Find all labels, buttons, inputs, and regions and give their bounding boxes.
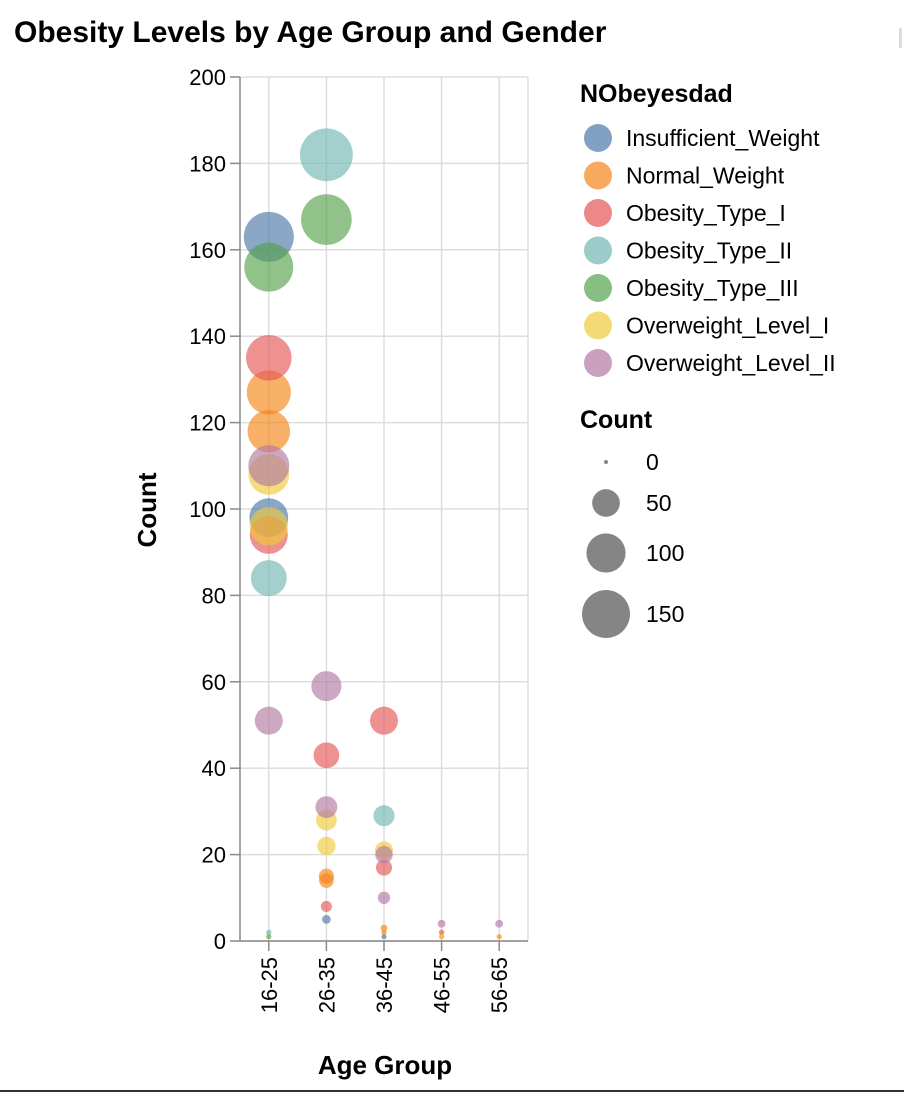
x-axis-title: Age Group (318, 1050, 452, 1080)
legend-swatch (584, 199, 612, 227)
legend-label: Obesity_Type_II (626, 238, 792, 264)
legend-label: Insufficient_Weight (626, 125, 820, 151)
legend-swatch (584, 124, 612, 152)
data-point (319, 873, 334, 888)
color-legend-title: NObeyesdad (580, 80, 733, 108)
legend-label: Obesity_Type_III (626, 275, 799, 301)
data-point (495, 919, 504, 928)
data-point (373, 805, 395, 827)
legend-label: Overweight_Level_II (626, 350, 836, 376)
y-tick-label: 180 (189, 151, 226, 176)
data-point (266, 934, 272, 940)
data-point (496, 934, 502, 940)
data-point (248, 445, 290, 487)
size-legend-label: 100 (646, 540, 684, 566)
data-point (311, 671, 342, 702)
data-point (299, 128, 353, 182)
data-point (247, 409, 291, 453)
data-point (320, 900, 332, 912)
x-tick-label: 36-45 (372, 957, 397, 1013)
data-point (438, 929, 445, 936)
y-tick-label: 40 (202, 756, 226, 781)
axes: 0 20 40 60 80 100 120 140 160 180 200 16-25 26-35 36-… (189, 65, 528, 1013)
legend-swatch (584, 161, 612, 190)
size-legend-label: 150 (646, 601, 684, 627)
legend-label: Normal_Weight (626, 163, 785, 189)
data-point (254, 706, 283, 735)
data-point (246, 370, 291, 415)
data-point (375, 845, 393, 864)
data-point (437, 919, 446, 928)
data-point (317, 836, 336, 856)
legend-swatch (584, 311, 612, 340)
size-legend-symbol (592, 489, 620, 517)
data-point (301, 194, 352, 245)
size-legend-symbol (604, 460, 608, 464)
size-legend-title: Count (580, 406, 653, 434)
y-tick-label: 80 (202, 583, 226, 608)
legend-swatch (584, 274, 612, 302)
legend-swatch (584, 349, 612, 377)
size-legend-label: 50 (646, 490, 672, 516)
y-tick-label: 140 (189, 324, 226, 349)
data-point (375, 859, 393, 876)
data-point (249, 507, 288, 546)
data-point (377, 891, 391, 904)
data-point (246, 335, 292, 381)
data-point (381, 929, 387, 936)
legend-swatch (584, 236, 612, 265)
data-points (243, 128, 504, 940)
size-legend-label: 0 (646, 449, 659, 475)
data-point (244, 242, 294, 292)
data-point (381, 934, 387, 940)
x-tick-label: 16-25 (257, 957, 282, 1013)
data-point (380, 924, 388, 932)
panel-edge (899, 28, 902, 48)
bottom-divider (0, 1090, 904, 1092)
x-tick-label: 56-65 (487, 957, 512, 1013)
size-legend-symbol (582, 590, 630, 638)
chart-title: Obesity Levels by Age Group and Gender (14, 16, 607, 49)
y-tick-label: 0 (214, 929, 226, 954)
y-tick-label: 20 (202, 843, 226, 868)
data-point (370, 706, 398, 735)
data-point (313, 742, 340, 769)
x-tick-label: 26-35 (314, 957, 339, 1013)
y-tick-label: 160 (189, 238, 226, 263)
data-point (266, 929, 272, 936)
size-legend-symbol (586, 533, 626, 573)
y-tick-label: 200 (189, 65, 226, 90)
legend-label: Overweight_Level_I (626, 313, 829, 339)
data-point (315, 796, 338, 818)
legend-label: Obesity_Type_I (626, 200, 786, 226)
y-axis-title: Count (132, 472, 162, 547)
y-tick-label: 60 (202, 670, 226, 695)
data-point (250, 560, 287, 597)
y-tick-label: 120 (189, 411, 226, 436)
y-tick-label: 100 (189, 497, 226, 522)
size-legend: Count 0 50 100 150 (580, 406, 684, 638)
color-legend: NObeyesdad Insufficient_Weight Normal_Wei… (580, 80, 836, 377)
data-point (439, 934, 445, 940)
data-point (322, 915, 331, 924)
x-tick-label: 46-55 (430, 957, 455, 1013)
